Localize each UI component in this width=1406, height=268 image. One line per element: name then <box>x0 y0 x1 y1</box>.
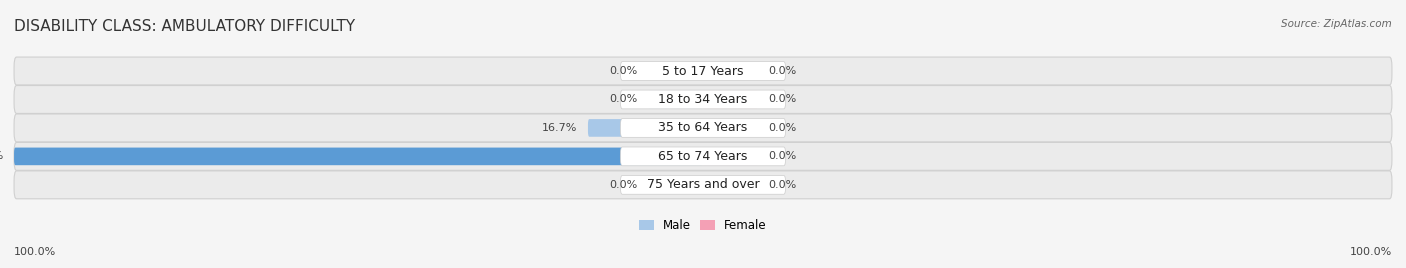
Text: 0.0%: 0.0% <box>609 180 637 190</box>
Text: 16.7%: 16.7% <box>543 123 578 133</box>
FancyBboxPatch shape <box>703 148 758 165</box>
FancyBboxPatch shape <box>588 119 703 137</box>
FancyBboxPatch shape <box>703 119 758 137</box>
FancyBboxPatch shape <box>703 176 758 194</box>
FancyBboxPatch shape <box>620 147 786 166</box>
Text: 35 to 64 Years: 35 to 64 Years <box>658 121 748 135</box>
FancyBboxPatch shape <box>14 57 1392 85</box>
FancyBboxPatch shape <box>648 91 703 108</box>
Text: DISABILITY CLASS: AMBULATORY DIFFICULTY: DISABILITY CLASS: AMBULATORY DIFFICULTY <box>14 19 356 34</box>
FancyBboxPatch shape <box>620 118 786 137</box>
Text: 5 to 17 Years: 5 to 17 Years <box>662 65 744 77</box>
Text: 0.0%: 0.0% <box>769 123 797 133</box>
Text: 75 Years and over: 75 Years and over <box>647 178 759 191</box>
FancyBboxPatch shape <box>14 85 1392 113</box>
Text: 65 to 74 Years: 65 to 74 Years <box>658 150 748 163</box>
Text: 0.0%: 0.0% <box>769 180 797 190</box>
Text: 100.0%: 100.0% <box>1350 247 1392 257</box>
Text: 0.0%: 0.0% <box>609 94 637 105</box>
FancyBboxPatch shape <box>620 62 786 80</box>
FancyBboxPatch shape <box>648 176 703 194</box>
FancyBboxPatch shape <box>620 176 786 194</box>
FancyBboxPatch shape <box>620 90 786 109</box>
Text: 18 to 34 Years: 18 to 34 Years <box>658 93 748 106</box>
Text: 0.0%: 0.0% <box>769 94 797 105</box>
FancyBboxPatch shape <box>14 148 703 165</box>
Text: Source: ZipAtlas.com: Source: ZipAtlas.com <box>1281 19 1392 29</box>
FancyBboxPatch shape <box>14 114 1392 142</box>
FancyBboxPatch shape <box>14 143 1392 170</box>
Text: 0.0%: 0.0% <box>769 151 797 161</box>
Text: 0.0%: 0.0% <box>609 66 637 76</box>
FancyBboxPatch shape <box>648 62 703 80</box>
FancyBboxPatch shape <box>14 171 1392 199</box>
FancyBboxPatch shape <box>703 91 758 108</box>
Text: 100.0%: 100.0% <box>0 151 4 161</box>
Legend: Male, Female: Male, Female <box>640 219 766 232</box>
Text: 0.0%: 0.0% <box>769 66 797 76</box>
FancyBboxPatch shape <box>703 62 758 80</box>
Text: 100.0%: 100.0% <box>14 247 56 257</box>
